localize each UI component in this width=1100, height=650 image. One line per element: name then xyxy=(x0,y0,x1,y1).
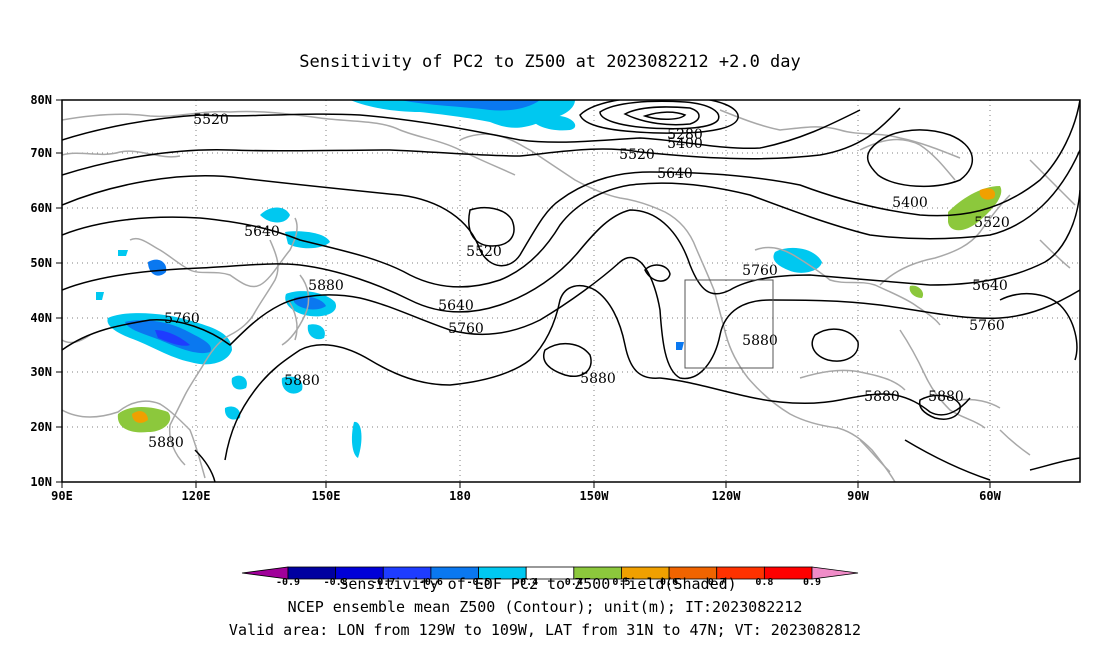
contour-label: 5760 xyxy=(969,318,1005,334)
tick-marks xyxy=(56,99,991,488)
map-plot: 5520 5280 5400 5520 5640 5400 5520 5640 … xyxy=(62,100,1080,482)
colorbar-tick-label: -0.7 xyxy=(371,577,395,588)
lon-tick-label: 180 xyxy=(449,489,471,503)
colorbar-tick-label: 0.5 xyxy=(612,577,630,588)
colorbar-tick-label: -0.8 xyxy=(324,577,348,588)
contour-label: 5520 xyxy=(466,244,502,260)
colorbar-tick-label: 0.7 xyxy=(708,577,726,588)
colorbar-swatches xyxy=(241,566,859,580)
colorbar-tick-label: -0.4 xyxy=(514,577,538,588)
colorbar-tick-label: 0.4 xyxy=(565,577,583,588)
lat-tick-label: 50N xyxy=(30,256,52,270)
contour-label: 5760 xyxy=(742,263,778,279)
valid-area-box xyxy=(684,279,774,369)
lat-tick-label: 80N xyxy=(30,93,52,107)
contour-label: 5280 xyxy=(667,127,703,143)
figure-title: Sensitivity of PC2 to Z500 at 2023082212… xyxy=(299,52,801,72)
lat-tick-label: 30N xyxy=(30,365,52,379)
contour-label-layer: 5520 5280 5400 5520 5640 5400 5520 5640 … xyxy=(148,112,1010,451)
lon-tick-label: 120W xyxy=(712,489,742,503)
contour-label: 5520 xyxy=(193,112,229,128)
contour-label: 5640 xyxy=(657,166,693,182)
contour-label: 5640 xyxy=(244,224,280,240)
valid-area-caption: Valid area: LON from 129W to 109W, LAT f… xyxy=(229,621,861,639)
colorbar-tick-label: 0.6 xyxy=(660,577,678,588)
colorbar-tick-label: 0.9 xyxy=(803,577,821,588)
lat-tick-labels: 80N 70N 60N 50N 40N 30N 20N 10N xyxy=(30,93,52,489)
shading-caption: Sensitivity of EOF PC2 to Z500 field(Sha… xyxy=(339,575,736,593)
coastlines xyxy=(62,109,1076,482)
colorbar-swatch xyxy=(811,566,859,580)
contour-label: 5880 xyxy=(742,333,778,349)
plot-frame xyxy=(61,99,1081,483)
contour-label: 5520 xyxy=(619,147,655,163)
contour-label: 5760 xyxy=(448,321,484,337)
contour-label: 5400 xyxy=(667,136,703,152)
lon-tick-label: 60W xyxy=(979,489,1001,503)
lat-tick-label: 20N xyxy=(30,420,52,434)
lat-tick-label: 10N xyxy=(30,475,52,489)
contour-label: 5520 xyxy=(974,215,1010,231)
contour-label: 5880 xyxy=(864,389,900,405)
contour-label: 5640 xyxy=(438,298,474,314)
colorbar-tick-label: -0.6 xyxy=(419,577,443,588)
contour-label: 5880 xyxy=(308,278,344,294)
contour-label: 5760 xyxy=(164,311,200,327)
lon-tick-labels: 90E 120E 150E 180 150W 120W 90W 60W xyxy=(51,489,1001,503)
lon-tick-label: 90W xyxy=(847,489,869,503)
contour-label: 5880 xyxy=(148,435,184,451)
lon-tick-label: 90E xyxy=(51,489,73,503)
lat-tick-label: 60N xyxy=(30,201,52,215)
lat-tick-label: 70N xyxy=(30,146,52,160)
colorbar-tick-label: -0.9 xyxy=(276,577,300,588)
contour-label: 5880 xyxy=(580,371,616,387)
graticule xyxy=(62,100,1080,482)
contour-label: 5880 xyxy=(284,373,320,389)
colorbar-tick-label: 0.8 xyxy=(755,577,773,588)
colorbar-tick-label: -0.5 xyxy=(466,577,490,588)
contour-label: 5400 xyxy=(892,195,928,211)
contour-caption: NCEP ensemble mean Z500 (Contour); unit(… xyxy=(288,598,803,616)
contour-label: 5640 xyxy=(972,278,1008,294)
lat-tick-label: 40N xyxy=(30,311,52,325)
colorbar: -0.9 -0.8 -0.7 -0.6 -0.5 -0.4 0.4 0.5 0.6 0.7 0.8 0… xyxy=(241,566,859,588)
sensitivity-shading xyxy=(96,100,1002,458)
colorbar-labels: -0.9 -0.8 -0.7 -0.6 -0.5 -0.4 0.4 0.5 0.6 0.7 0.8 0… xyxy=(276,577,821,588)
lon-tick-label: 120E xyxy=(182,489,211,503)
lon-tick-label: 150W xyxy=(580,489,610,503)
z500-contours xyxy=(62,100,1080,482)
contour-label: 5880 xyxy=(928,389,964,405)
lon-tick-label: 150E xyxy=(312,489,341,503)
